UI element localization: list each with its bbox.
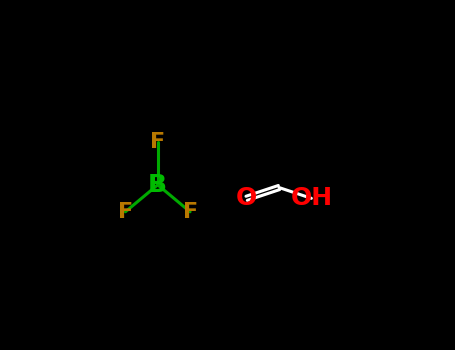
Text: O: O — [236, 186, 257, 210]
Text: OH: OH — [290, 186, 333, 210]
Text: F: F — [118, 202, 133, 222]
Text: F: F — [150, 132, 165, 152]
Text: B: B — [148, 173, 167, 197]
Text: F: F — [182, 202, 197, 222]
